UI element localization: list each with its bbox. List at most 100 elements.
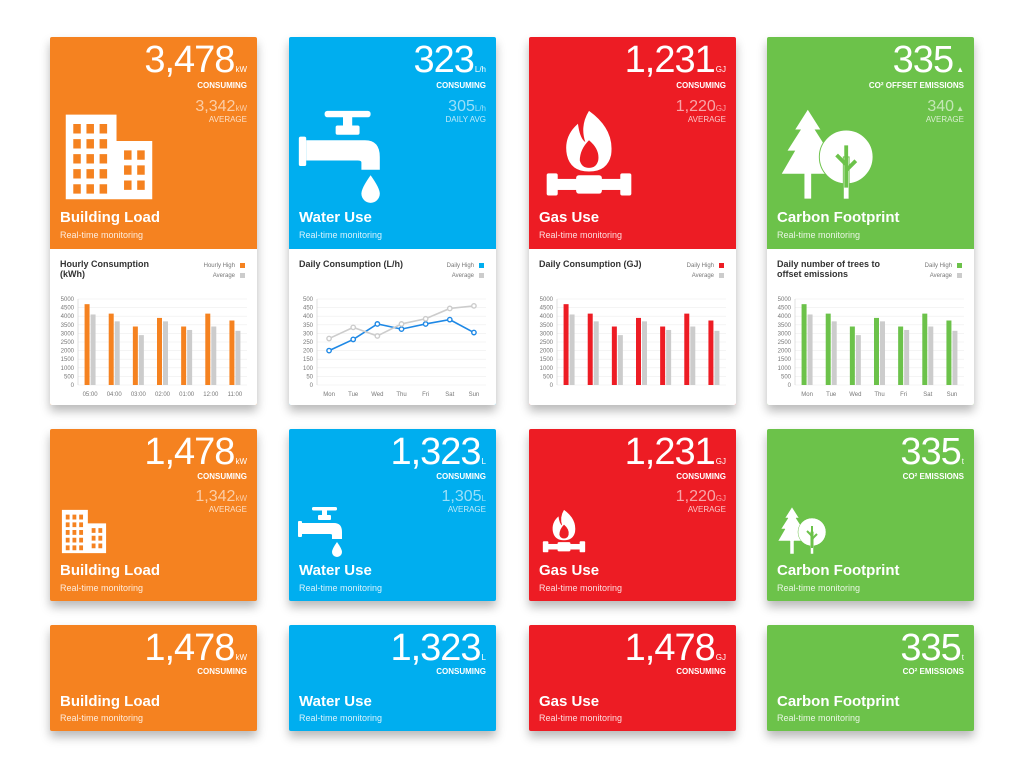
- x-tick-label: Sat: [923, 392, 932, 398]
- y-tick-label: 4000: [540, 314, 554, 320]
- water-use-card-compact[interactable]: 1,323L CONSUMING Water Use Real-time mon…: [289, 625, 496, 731]
- card-title: Carbon Footprint: [777, 693, 900, 710]
- bar-high: [611, 326, 617, 385]
- building-load-card-detailed[interactable]: 3,478kW CONSUMING 3,342kW AVERAGE Buildi…: [50, 37, 257, 405]
- bar-high: [132, 326, 138, 385]
- x-tick-label: 04:00: [107, 392, 123, 398]
- x-tick-label: Tue: [826, 392, 837, 398]
- faucet-icon: [297, 105, 389, 205]
- chart-title: Daily Consumption (GJ): [539, 259, 642, 269]
- y-tick-label: 400: [303, 314, 314, 320]
- y-tick-label: 1000: [61, 366, 75, 372]
- x-tick-label: Fri: [422, 392, 429, 398]
- offset-value: 335 ▲: [892, 39, 964, 81]
- card-title: Carbon Footprint: [777, 562, 900, 579]
- card-title: Building Load: [60, 562, 160, 579]
- y-tick-label: 0: [310, 383, 314, 389]
- average-value: 1,342kW: [195, 488, 247, 505]
- average-label: DAILY AVG: [445, 115, 486, 124]
- data-point: [398, 321, 405, 327]
- water-use-card-detailed[interactable]: 323L/h CONSUMING 305L/h DAILY AVG Water …: [289, 37, 496, 405]
- trees-daily-chart: 0 500 1000 1500 2000 2500 3000 3500 4000 4500 5000…: [778, 297, 964, 398]
- consumption-label: CONSUMING: [436, 472, 486, 481]
- gas-flame-icon: [543, 105, 635, 205]
- bar-average: [714, 330, 720, 385]
- y-tick-label: 4000: [61, 314, 75, 320]
- carbon-footprint-card-medium[interactable]: 335t CO² EMISSIONS Carbon Footprint Real…: [767, 429, 974, 601]
- card-subtitle: Real-time monitoring: [60, 713, 144, 723]
- bar-high: [898, 326, 904, 385]
- consumption-label: CONSUMING: [676, 472, 726, 481]
- y-tick-label: 2000: [540, 349, 554, 355]
- x-tick-label: 12:00: [203, 392, 219, 398]
- offset-label: CO² OFFSET EMISSIONS: [868, 81, 964, 90]
- carbon-footprint-card-compact[interactable]: 335t CO² EMISSIONS Carbon Footprint Real…: [767, 625, 974, 731]
- chart-title: Daily number of trees to offset emission…: [777, 259, 881, 279]
- bar-high: [708, 320, 714, 385]
- y-tick-label: 4500: [778, 306, 792, 312]
- average-label: AVERAGE: [925, 115, 964, 124]
- x-tick-label: Thu: [874, 392, 884, 398]
- y-tick-label: 350: [303, 323, 314, 329]
- card-title: Water Use: [299, 693, 372, 710]
- carbon-footprint-card-detailed[interactable]: 335 ▲ CO² OFFSET EMISSIONS 340 ▲ AVERAGE C…: [767, 37, 974, 405]
- chart-panel: Daily Consumption (L/h) Daily High Avera…: [289, 249, 496, 405]
- gas-use-card-compact[interactable]: 1,478GJ CONSUMING Gas Use Real-time moni…: [529, 625, 736, 731]
- bar-average: [211, 326, 217, 385]
- bar-average: [855, 335, 861, 385]
- bar-average: [880, 321, 885, 385]
- chart-title: Hourly Consumption (kWh): [60, 259, 149, 279]
- building-load-card-medium[interactable]: 1,478kW CONSUMING 1,342kW AVERAGE Buildi…: [50, 429, 257, 601]
- gas-use-card-detailed[interactable]: 1,231GJ CONSUMING 1,220GJ AVERAGE Gas Us…: [529, 37, 736, 405]
- y-tick-label: 3500: [540, 323, 554, 329]
- y-tick-label: 1500: [778, 357, 792, 363]
- bar-average: [114, 321, 120, 385]
- bar-high: [636, 317, 641, 385]
- consumption-value: 1,478kW: [144, 627, 247, 669]
- bar-average: [569, 314, 575, 385]
- data-point: [422, 321, 429, 327]
- y-tick-label: 0: [71, 383, 75, 389]
- water-use-card-medium[interactable]: 1,323L CONSUMING 1,305L AVERAGE Water Us…: [289, 429, 496, 601]
- building-load-card-compact[interactable]: 1,478kW CONSUMING Building Load Real-tim…: [50, 625, 257, 731]
- y-tick-label: 5000: [61, 297, 75, 303]
- bar-high: [922, 313, 928, 385]
- bar-high: [205, 313, 211, 385]
- y-tick-label: 1000: [778, 366, 792, 372]
- consumption-value: 323L/h: [413, 39, 486, 81]
- consumption-value: 1,231GJ: [624, 39, 726, 81]
- trees-icon: [777, 505, 827, 557]
- y-tick-label: 4500: [540, 306, 554, 312]
- data-point: [350, 324, 357, 331]
- x-tick-label: Sun: [469, 392, 480, 398]
- average-label: AVERAGE: [208, 115, 247, 124]
- data-point: [374, 321, 381, 327]
- bar-high: [660, 326, 666, 385]
- bar-average: [138, 335, 144, 385]
- consumption-label: CONSUMING: [676, 667, 726, 676]
- x-tick-label: 03:00: [131, 392, 147, 398]
- y-tick-label: 2500: [61, 340, 75, 346]
- average-label: AVERAGE: [447, 505, 486, 514]
- bar-average: [235, 330, 241, 385]
- x-tick-label: 05:00: [83, 392, 99, 398]
- bar-average: [617, 335, 623, 385]
- bar-average: [952, 330, 958, 385]
- x-tick-label: 11:00: [228, 392, 243, 398]
- card-title: Water Use: [299, 209, 372, 226]
- bar-high: [946, 320, 952, 385]
- emissions-value: 335t: [900, 627, 964, 669]
- bar-high: [684, 313, 690, 385]
- card-subtitle: Real-time monitoring: [60, 583, 144, 593]
- data-point: [350, 336, 357, 343]
- y-tick-label: 2500: [540, 340, 554, 346]
- bar-high: [825, 313, 831, 385]
- card-title: Carbon Footprint: [777, 209, 900, 226]
- gas-use-card-medium[interactable]: 1,231GJ CONSUMING 1,220GJ AVERAGE Gas Us…: [529, 429, 736, 601]
- bar-high: [849, 326, 855, 385]
- building-icon: [62, 109, 156, 203]
- average-label: AVERAGE: [208, 505, 247, 514]
- x-tick-label: 02:00: [155, 392, 171, 398]
- bar-high: [229, 320, 235, 385]
- bar-average: [928, 326, 934, 385]
